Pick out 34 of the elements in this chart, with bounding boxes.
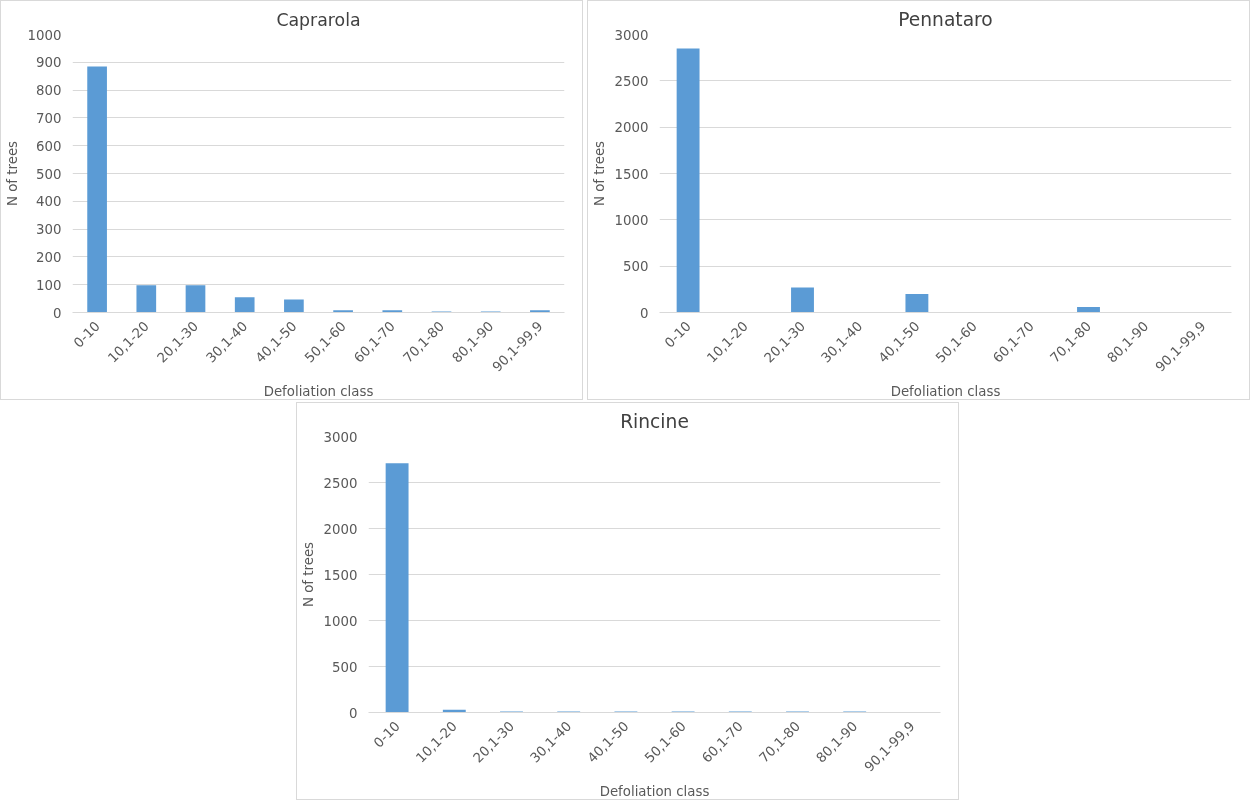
x-axis-title: Defoliation class — [599, 783, 710, 799]
y-tick-label: 500 — [36, 166, 62, 182]
y-tick-label: 1000 — [323, 613, 358, 629]
y-tick-label: 1500 — [614, 166, 649, 182]
x-axis-title: Defoliation class — [890, 383, 1001, 399]
y-tick-label: 0 — [640, 305, 649, 321]
chart-title: Rincine — [620, 410, 689, 432]
y-axis-title: N of trees — [300, 541, 316, 608]
y-tick-label: 900 — [36, 55, 62, 71]
y-axis-title: N of trees — [591, 140, 607, 207]
y-tick-label: 2000 — [614, 120, 649, 136]
y-tick-label: 0 — [349, 705, 358, 721]
y-tick-label: 0 — [53, 305, 62, 321]
x-axis-title: Defoliation class — [263, 383, 374, 399]
y-tick-label: 600 — [36, 138, 62, 154]
y-tick-label: 300 — [36, 222, 62, 238]
y-tick-label: 800 — [36, 83, 62, 99]
y-tick-label: 400 — [36, 194, 62, 210]
y-tick-label: 1000 — [27, 27, 62, 43]
y-tick-label: 1000 — [614, 212, 649, 228]
y-tick-label: 2500 — [614, 73, 649, 89]
y-tick-label: 3000 — [614, 27, 649, 43]
y-tick-label: 100 — [36, 277, 62, 293]
chart-title: Pennataro — [898, 8, 993, 30]
y-tick-label: 500 — [332, 659, 358, 675]
y-tick-label: 1500 — [323, 567, 358, 583]
chart-title: Caprarola — [276, 9, 361, 30]
y-tick-label: 2500 — [323, 475, 358, 491]
y-tick-label: 3000 — [323, 429, 358, 445]
y-tick-label: 700 — [36, 110, 62, 126]
y-tick-label: 2000 — [323, 521, 358, 537]
y-tick-label: 200 — [36, 249, 62, 265]
y-axis-title: N of trees — [4, 140, 20, 207]
y-tick-label: 500 — [623, 259, 649, 275]
